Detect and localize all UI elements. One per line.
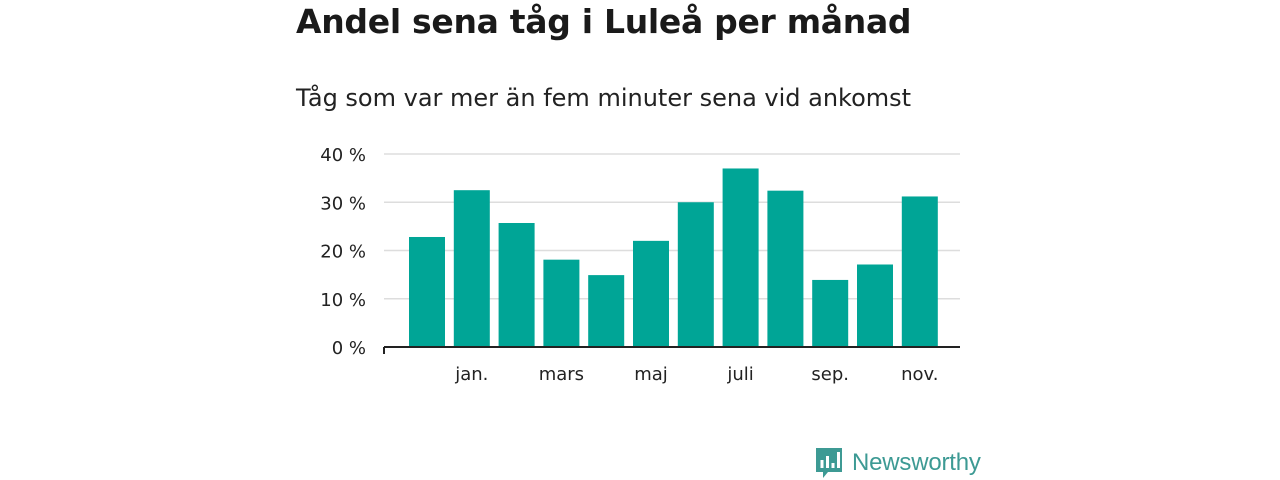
y-tick-label: 0 %: [332, 338, 366, 359]
bar-apr: [588, 275, 625, 347]
y-axis-labels: 0 % 10 % 20 % 30 % 40 %: [320, 145, 366, 359]
bar-jan: [453, 190, 490, 347]
chart-subtitle: Tåg som var mer än fem minuter sena vid …: [296, 84, 912, 112]
bar-juli: [722, 168, 759, 347]
bar-aug: [767, 190, 804, 347]
x-tick-label: juli: [726, 364, 753, 385]
y-tick-label: 10 %: [320, 290, 366, 311]
bar-sep: [812, 279, 849, 347]
bar-chart: 0 % 10 % 20 % 30 % 40 % jan. mars maj juli sep. n…: [320, 145, 960, 385]
bar-okt: [857, 264, 893, 347]
bars: [409, 168, 938, 347]
chart-title: Andel sena tåg i Luleå per månad: [296, 2, 912, 41]
x-tick-label: nov.: [901, 364, 938, 385]
x-tick-label: jan.: [454, 364, 488, 385]
x-tick-label: mars: [539, 364, 584, 385]
bar-nov: [901, 196, 938, 347]
bar-feb: [498, 222, 535, 347]
bar-juni: [677, 202, 714, 347]
y-tick-label: 30 %: [320, 193, 366, 214]
bar-mars: [543, 259, 580, 347]
brand-name: Newsworthy: [852, 449, 981, 476]
newsworthy-logo[interactable]: Newsworthy: [814, 446, 981, 480]
bar-dec: [409, 236, 445, 347]
x-tick-label: maj: [634, 364, 668, 385]
x-tick-label: sep.: [811, 364, 849, 385]
bar-chart-speech-bubble-icon: [816, 448, 842, 478]
x-axis-labels: jan. mars maj juli sep. nov.: [454, 364, 938, 385]
bar-maj: [633, 240, 669, 347]
y-tick-label: 40 %: [320, 145, 366, 166]
x-axis: [383, 346, 960, 354]
y-tick-label: 20 %: [320, 242, 366, 263]
